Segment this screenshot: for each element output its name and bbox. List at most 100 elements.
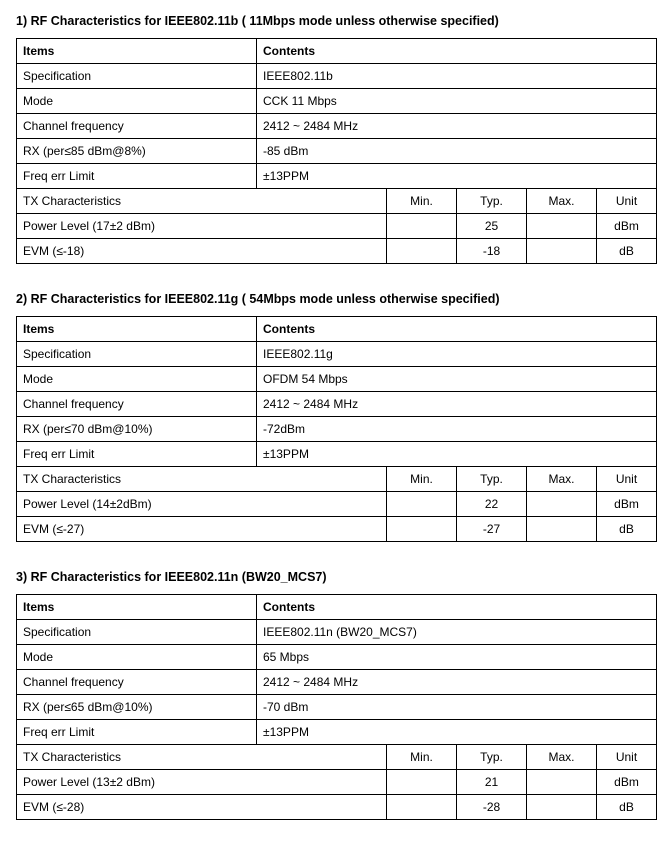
tx-row: EVM (≤-27)-27dB xyxy=(17,517,657,542)
row-tx-characteristics: TX CharacteristicsMin.Typ.Max.Unit xyxy=(17,189,657,214)
section-heading: 1) RF Characteristics for IEEE802.11b ( … xyxy=(16,14,646,28)
tx-max xyxy=(527,517,597,542)
col-contents: Contents xyxy=(257,595,657,620)
tx-min xyxy=(387,795,457,820)
rf-table: ItemsContentsSpecificationIEEE802.11gMod… xyxy=(16,316,657,542)
row-value: IEEE802.11b xyxy=(257,64,657,89)
tx-row: EVM (≤-18)-18dB xyxy=(17,239,657,264)
row-label: TX Characteristics xyxy=(17,467,387,492)
col-min: Min. xyxy=(387,189,457,214)
col-typ: Typ. xyxy=(457,467,527,492)
tx-typ: -28 xyxy=(457,795,527,820)
tx-max xyxy=(527,795,597,820)
row-value: IEEE802.11g xyxy=(257,342,657,367)
col-items: Items xyxy=(17,39,257,64)
row-label: Specification xyxy=(17,620,257,645)
rf-section: 2) RF Characteristics for IEEE802.11g ( … xyxy=(16,292,646,542)
tx-unit: dB xyxy=(597,517,657,542)
tx-row-label: Power Level (17±2 dBm) xyxy=(17,214,387,239)
tx-min xyxy=(387,239,457,264)
row-label: RX (per≤65 dBm@10%) xyxy=(17,695,257,720)
tx-row-label: EVM (≤-18) xyxy=(17,239,387,264)
col-unit: Unit xyxy=(597,745,657,770)
row-specification: SpecificationIEEE802.11b xyxy=(17,64,657,89)
row-value: OFDM 54 Mbps xyxy=(257,367,657,392)
col-items: Items xyxy=(17,595,257,620)
row-mode: ModeOFDM 54 Mbps xyxy=(17,367,657,392)
row-value: -70 dBm xyxy=(257,695,657,720)
rf-section: 1) RF Characteristics for IEEE802.11b ( … xyxy=(16,14,646,264)
row-label: Freq err Limit xyxy=(17,720,257,745)
row-freq-err-limit: Freq err Limit±13PPM xyxy=(17,720,657,745)
col-typ: Typ. xyxy=(457,745,527,770)
row-rx: RX (per≤65 dBm@10%)-70 dBm xyxy=(17,695,657,720)
tx-typ: 25 xyxy=(457,214,527,239)
tx-min xyxy=(387,770,457,795)
row-label: Channel frequency xyxy=(17,114,257,139)
tx-row: EVM (≤-28)-28dB xyxy=(17,795,657,820)
col-contents: Contents xyxy=(257,317,657,342)
tx-max xyxy=(527,239,597,264)
row-value: 65 Mbps xyxy=(257,645,657,670)
row-freq-err-limit: Freq err Limit±13PPM xyxy=(17,164,657,189)
row-label: Channel frequency xyxy=(17,392,257,417)
row-label: Mode xyxy=(17,89,257,114)
row-rx: RX (per≤70 dBm@10%)-72dBm xyxy=(17,417,657,442)
tx-row-label: Power Level (13±2 dBm) xyxy=(17,770,387,795)
row-value: ±13PPM xyxy=(257,442,657,467)
tx-max xyxy=(527,770,597,795)
row-rx: RX (per≤85 dBm@8%)-85 dBm xyxy=(17,139,657,164)
tx-row-label: EVM (≤-27) xyxy=(17,517,387,542)
row-label: Freq err Limit xyxy=(17,442,257,467)
row-tx-characteristics: TX CharacteristicsMin.Typ.Max.Unit xyxy=(17,745,657,770)
row-label: RX (per≤70 dBm@10%) xyxy=(17,417,257,442)
tx-unit: dBm xyxy=(597,492,657,517)
col-min: Min. xyxy=(387,745,457,770)
row-value: 2412 ~ 2484 MHz xyxy=(257,670,657,695)
row-label: Specification xyxy=(17,342,257,367)
row-freq-err-limit: Freq err Limit±13PPM xyxy=(17,442,657,467)
row-value: -72dBm xyxy=(257,417,657,442)
tx-row: Power Level (13±2 dBm) 21 dBm xyxy=(17,770,657,795)
row-specification: SpecificationIEEE802.11n (BW20_MCS7) xyxy=(17,620,657,645)
row-mode: Mode65 Mbps xyxy=(17,645,657,670)
row-value: ±13PPM xyxy=(257,164,657,189)
rf-section: 3) RF Characteristics for IEEE802.11n (B… xyxy=(16,570,646,820)
tx-max xyxy=(527,492,597,517)
row-mode: ModeCCK 11 Mbps xyxy=(17,89,657,114)
tx-row: Power Level (14±2dBm)22dBm xyxy=(17,492,657,517)
rf-table: ItemsContentsSpecificationIEEE802.11n (B… xyxy=(16,594,657,820)
col-typ: Typ. xyxy=(457,189,527,214)
row-label: Channel frequency xyxy=(17,670,257,695)
table-header-row: ItemsContents xyxy=(17,595,657,620)
section-heading: 2) RF Characteristics for IEEE802.11g ( … xyxy=(16,292,646,306)
col-contents: Contents xyxy=(257,39,657,64)
tx-min xyxy=(387,214,457,239)
row-label: TX Characteristics xyxy=(17,745,387,770)
row-channel-frequency: Channel frequency2412 ~ 2484 MHz xyxy=(17,114,657,139)
col-max: Max. xyxy=(527,745,597,770)
table-header-row: ItemsContents xyxy=(17,39,657,64)
row-value: -85 dBm xyxy=(257,139,657,164)
row-value: 2412 ~ 2484 MHz xyxy=(257,392,657,417)
tx-unit: dBm xyxy=(597,770,657,795)
row-channel-frequency: Channel frequency2412 ~ 2484 MHz xyxy=(17,392,657,417)
tx-min xyxy=(387,492,457,517)
col-items: Items xyxy=(17,317,257,342)
tx-typ: 21 xyxy=(457,770,527,795)
row-tx-characteristics: TX CharacteristicsMin.Typ.Max.Unit xyxy=(17,467,657,492)
col-unit: Unit xyxy=(597,189,657,214)
row-value: IEEE802.11n (BW20_MCS7) xyxy=(257,620,657,645)
tx-typ: -18 xyxy=(457,239,527,264)
tx-max xyxy=(527,214,597,239)
col-max: Max. xyxy=(527,189,597,214)
col-min: Min. xyxy=(387,467,457,492)
row-specification: SpecificationIEEE802.11g xyxy=(17,342,657,367)
row-label: Mode xyxy=(17,645,257,670)
row-label: Freq err Limit xyxy=(17,164,257,189)
row-value: ±13PPM xyxy=(257,720,657,745)
row-value: CCK 11 Mbps xyxy=(257,89,657,114)
tx-row-label: Power Level (14±2dBm) xyxy=(17,492,387,517)
row-label: TX Characteristics xyxy=(17,189,387,214)
tx-row-label: EVM (≤-28) xyxy=(17,795,387,820)
